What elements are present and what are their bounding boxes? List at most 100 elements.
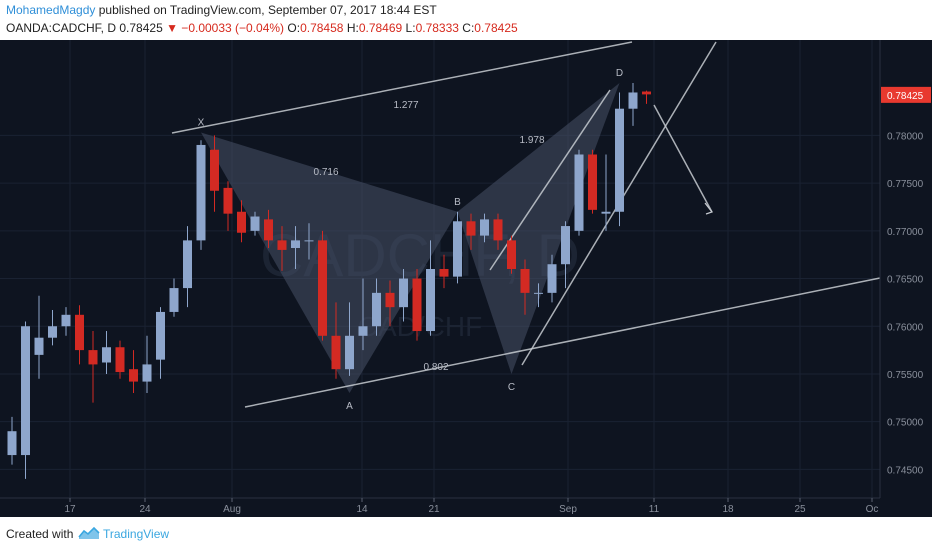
time-tick-label: Aug [223, 504, 241, 515]
arrow-head [704, 202, 713, 215]
tradingview-brand[interactable]: TradingView [103, 527, 170, 541]
last-price: 0.78425 [119, 21, 163, 35]
time-tick-label: 17 [64, 504, 76, 515]
candle-body [399, 278, 408, 308]
candle-body [628, 92, 638, 109]
low-label: L: [405, 21, 416, 35]
last-price-tag [881, 86, 931, 103]
publication-line: MohamedMagdy published on TradingView.co… [6, 3, 437, 17]
created-with-text: Created with [6, 527, 74, 541]
candle-body [250, 216, 260, 231]
trend-line [171, 41, 633, 134]
trend-line [653, 104, 713, 213]
time-tick-label: 14 [356, 504, 368, 515]
candle-body [102, 347, 111, 363]
candle-body [358, 326, 368, 336]
price-tick-label: 0.78000 [887, 131, 924, 142]
candle-body [7, 431, 17, 456]
published-text: published on TradingView.com, September … [98, 3, 437, 17]
candle-body [345, 335, 354, 370]
author-link[interactable]: MohamedMagdy [6, 3, 96, 17]
pattern-point-label: A [346, 401, 353, 412]
candle-body [574, 154, 584, 231]
candle-body [264, 219, 273, 241]
candle-body [142, 364, 152, 382]
price-tick-label: 0.77000 [887, 227, 924, 238]
candle-body [439, 269, 449, 277]
open-label: O: [287, 21, 301, 35]
pattern-point-label: B [454, 197, 461, 208]
candle-body [426, 269, 435, 332]
price-tick-label: 0.75500 [887, 370, 924, 381]
candle-body [115, 347, 125, 373]
candle-body [156, 311, 165, 360]
pattern-point-label: X [198, 118, 205, 129]
candle-body [588, 154, 597, 210]
fib-ratio-label: 1.978 [519, 135, 544, 146]
time-tick-label: Sep [559, 504, 577, 515]
high-value: 0.78469 [358, 21, 403, 35]
price-tick-label: 0.75000 [887, 418, 924, 429]
price-tick-label: 0.77500 [887, 179, 924, 190]
candle-body [453, 221, 462, 277]
candle-body [88, 350, 98, 365]
open-value: 0.78458 [300, 21, 344, 35]
pattern-triangle-xab [201, 132, 458, 394]
candle-body [196, 144, 206, 241]
candle-body [304, 240, 314, 242]
tradingview-logo-icon[interactable] [78, 525, 100, 541]
candle-body [61, 314, 71, 327]
candlestick-chart[interactable]: CADCHF, DCAD/CHFXABCD1.2770.7161.9780.80… [0, 40, 932, 517]
candle-body [210, 149, 219, 191]
candle-body [493, 219, 503, 241]
time-tick-label: 18 [722, 504, 734, 515]
time-tick-label: Oc [866, 504, 879, 515]
candle-body [561, 226, 570, 265]
candle-body [291, 240, 300, 249]
symbol-name: OANDA:CADCHF, D [6, 21, 117, 35]
price-change: ▼ −0.00033 (−0.04%) [166, 21, 285, 35]
time-tick-label: 21 [428, 504, 440, 515]
candle-body [318, 240, 327, 336]
footer: Created with TradingView [0, 517, 932, 550]
fib-ratio-label: 0.716 [313, 167, 338, 178]
candle-body [480, 219, 489, 236]
fib-ratio-label: 0.802 [423, 362, 448, 373]
candle-body [372, 292, 381, 327]
candle-body [277, 240, 287, 250]
last-price-label: 0.78425 [887, 91, 924, 102]
candle-body [129, 369, 138, 382]
candle-body [466, 221, 476, 236]
close-value: 0.78425 [474, 21, 518, 35]
price-tick-label: 0.74500 [887, 465, 924, 476]
candle-body [615, 108, 624, 212]
candle-body [237, 211, 246, 233]
price-tick-label: 0.76500 [887, 275, 924, 286]
candle-body [642, 91, 651, 95]
candle-body [34, 337, 44, 355]
candle-body [48, 326, 57, 338]
candle-body [534, 292, 543, 294]
trend-line [244, 277, 881, 408]
candle-body [169, 288, 179, 312]
high-label: H: [346, 21, 359, 35]
close-label: C: [462, 21, 475, 35]
trend-line [489, 89, 611, 271]
candle-body [385, 292, 395, 308]
candle-body [75, 314, 84, 351]
low-value: 0.78333 [415, 21, 459, 35]
time-tick-label: 25 [794, 504, 806, 515]
fib-ratio-label: 1.277 [393, 100, 418, 111]
time-tick-label: 24 [139, 504, 151, 515]
chart-area[interactable]: CADCHF, DCAD/CHFXABCD1.2770.7161.9780.80… [0, 40, 932, 517]
candle-body [223, 187, 233, 214]
candle-body [547, 264, 557, 293]
pattern-point-label: D [616, 68, 623, 79]
candle-body [520, 269, 530, 293]
candle-body [183, 240, 192, 289]
candle-body [331, 335, 341, 370]
chart-header: MohamedMagdy published on TradingView.co… [0, 0, 932, 40]
candle-body [507, 240, 516, 269]
pattern-point-label: C [508, 382, 515, 393]
candle-body [601, 211, 611, 214]
